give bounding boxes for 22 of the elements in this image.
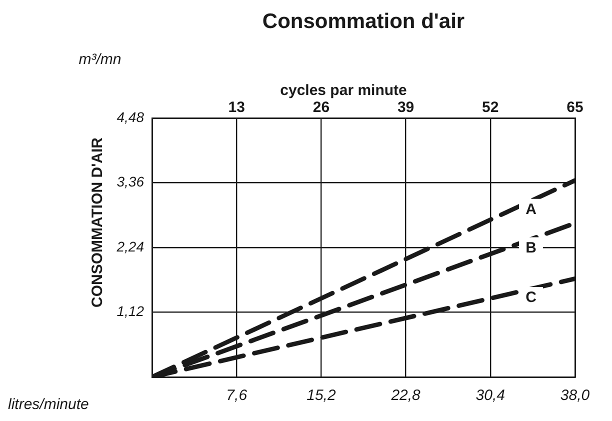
- y-tick-label: 1,12: [116, 303, 144, 320]
- x-tick-label: 22,8: [390, 387, 422, 404]
- x-tick-label: 30,4: [476, 387, 505, 404]
- y-tick-label: 2,24: [116, 238, 144, 254]
- text: m³/mn: [78, 51, 122, 68]
- x-tick-label: 7,6: [226, 387, 248, 404]
- y-tick-label: 4,48: [116, 108, 144, 125]
- x-tick-label: 38,0: [560, 387, 590, 404]
- y-tick-label: 3,36: [116, 174, 144, 190]
- x-tick-label: 15,2: [306, 387, 336, 404]
- x2-tick-label: 52: [482, 99, 499, 116]
- series-label: C: [526, 289, 537, 306]
- x2-tick-label: 13: [228, 99, 245, 116]
- x2-tick-label: 26: [312, 99, 330, 116]
- x2-tick-label: 65: [566, 99, 584, 116]
- series-label: B: [526, 239, 537, 256]
- x2-tick-label: 39: [397, 99, 414, 116]
- x2-axis-title: cycles par minute: [280, 82, 407, 100]
- x-axis-title: litres/minute: [8, 396, 89, 414]
- series-label: A: [526, 201, 537, 218]
- y-axis-title: CONSOMMATION D'AIR: [89, 137, 106, 308]
- chart-title: Consommation d'air: [262, 10, 465, 33]
